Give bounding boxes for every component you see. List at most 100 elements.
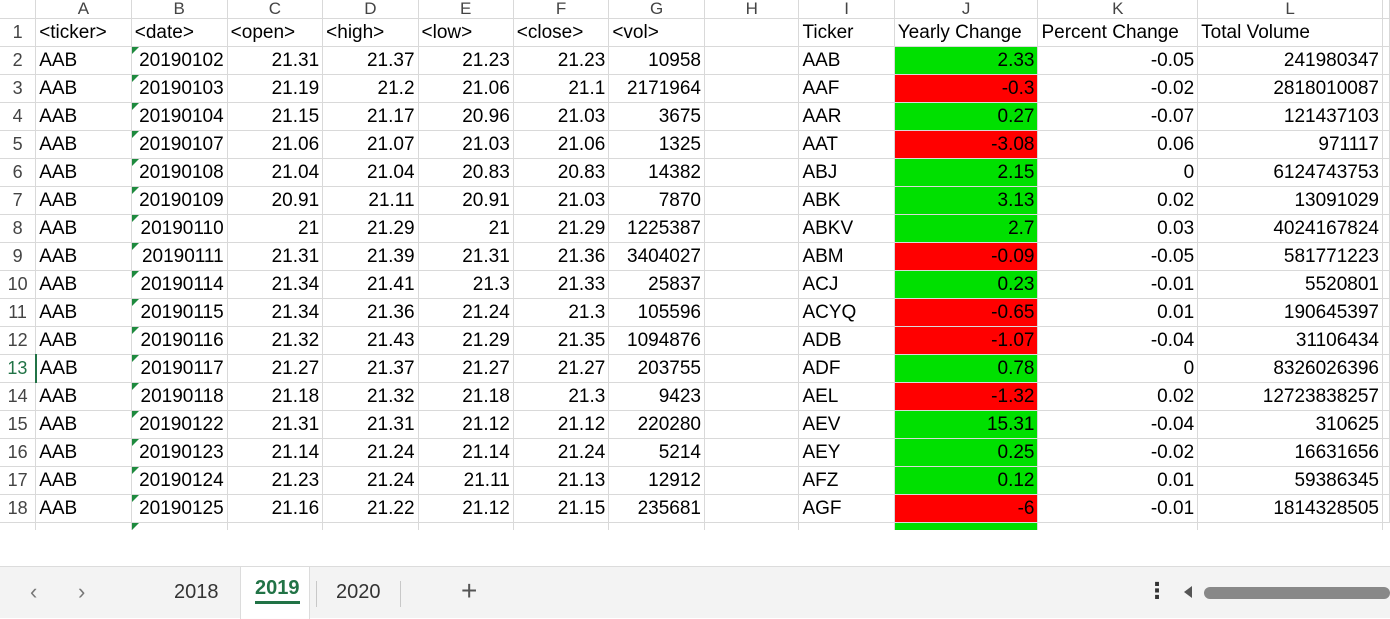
total-volume-cell[interactable]: 121437103 (1197, 102, 1383, 131)
open-cell[interactable]: 21.32 (226, 326, 324, 355)
total-volume-cell[interactable]: 241980347 (1197, 46, 1383, 75)
percent-change-cell[interactable]: 0.03 (1037, 214, 1199, 243)
percent-change-cell[interactable]: 0.02 (1037, 186, 1199, 215)
yearly-change-cell[interactable]: 3.13 (893, 186, 1039, 215)
date-cell[interactable]: 20190122 (130, 410, 228, 439)
low-cell[interactable]: 21.27 (417, 354, 514, 383)
low-cell[interactable]: 21.06 (417, 74, 514, 103)
close-cell[interactable]: 20.83 (512, 158, 610, 187)
empty-cell[interactable] (703, 186, 800, 215)
empty-cell[interactable] (703, 298, 800, 327)
select-all-corner[interactable] (0, 0, 37, 19)
open-cell[interactable]: 20.91 (226, 186, 324, 215)
total-volume-cell[interactable]: 8326026396 (1197, 354, 1383, 383)
open-cell[interactable]: 21.19 (226, 74, 324, 103)
chevron-right-icon[interactable]: › (78, 579, 86, 604)
percent-change-cell[interactable]: -0.05 (1037, 242, 1199, 271)
high-cell[interactable]: 21.32 (322, 382, 419, 411)
date-cell[interactable]: 20190109 (130, 186, 228, 215)
summary-ticker-cell[interactable]: ABKV (798, 214, 895, 243)
empty-cell[interactable] (1382, 242, 1390, 271)
empty-cell[interactable] (703, 382, 800, 411)
summary-ticker-cell[interactable]: AFZ (798, 466, 895, 495)
volume-cell[interactable]: 12912 (608, 466, 705, 495)
open-cell[interactable]: 21.06 (226, 130, 324, 159)
row-header[interactable]: 3 (0, 74, 37, 103)
open-cell[interactable]: 21.16 (226, 494, 324, 523)
summary-ticker-cell[interactable]: ABJ (798, 158, 895, 187)
ticker-cell[interactable]: AAB (35, 382, 132, 411)
percent-change-cell[interactable]: 0.01 (1037, 466, 1199, 495)
empty-cell[interactable] (703, 466, 800, 495)
row-header[interactable]: 8 (0, 214, 37, 243)
empty-cell[interactable] (1382, 382, 1390, 411)
high-cell[interactable]: 21.36 (322, 298, 419, 327)
total-volume-cell[interactable]: 6124743753 (1197, 158, 1383, 187)
yearly-change-cell[interactable]: 2.33 (893, 46, 1039, 75)
ticker-cell[interactable]: AAB (35, 466, 132, 495)
low-cell[interactable]: 21.14 (417, 438, 514, 467)
yearly-change-cell[interactable]: -0.3 (893, 74, 1039, 103)
percent-change-cell[interactable]: -0.02 (1037, 74, 1199, 103)
percent-change-cell[interactable]: 0 (1037, 158, 1199, 187)
open-cell[interactable]: 21 (226, 214, 324, 243)
row-header[interactable]: 6 (0, 158, 37, 187)
yearly-change-cell[interactable]: 2.7 (893, 214, 1039, 243)
close-cell[interactable]: 21.29 (512, 214, 610, 243)
ticker-cell[interactable]: AAB (35, 186, 132, 215)
yearly-change-cell[interactable]: 2.15 (893, 158, 1039, 187)
row-header[interactable]: 18 (0, 494, 37, 523)
summary-ticker-cell[interactable]: ADF (798, 354, 895, 383)
empty-cell[interactable] (703, 326, 800, 355)
scroll-left-arrow[interactable] (1184, 586, 1192, 598)
summary-ticker-cell[interactable]: AEL (798, 382, 895, 411)
date-cell[interactable]: 20190107 (130, 130, 228, 159)
open-cell[interactable]: 21.18 (226, 382, 324, 411)
row-header[interactable]: 9 (0, 242, 37, 271)
summary-ticker-cell[interactable]: AAR (798, 102, 895, 131)
volume-cell[interactable]: 3675 (608, 102, 705, 131)
yearly-change-cell[interactable]: 0.25 (893, 438, 1039, 467)
empty-cell[interactable] (1382, 270, 1390, 299)
summary-ticker-cell[interactable]: AGF (798, 494, 895, 523)
yearly-change-cell[interactable]: -1.32 (893, 382, 1039, 411)
header-cell[interactable]: <date> (130, 18, 228, 47)
empty-cell[interactable] (1382, 18, 1390, 47)
empty-cell[interactable] (703, 46, 800, 75)
total-volume-cell[interactable]: 31106434 (1197, 326, 1383, 355)
column-header-h[interactable]: H (703, 0, 800, 19)
total-volume-cell[interactable]: 13091029 (1197, 186, 1383, 215)
volume-cell[interactable]: 9423 (608, 382, 705, 411)
high-cell[interactable]: 21.17 (322, 102, 419, 131)
close-cell[interactable]: 21.27 (512, 354, 610, 383)
total-volume-cell[interactable]: 581771223 (1197, 242, 1383, 271)
percent-change-cell[interactable]: -0.05 (1037, 46, 1199, 75)
date-cell[interactable]: 20190118 (130, 382, 228, 411)
total-volume-cell[interactable]: 12723838257 (1197, 382, 1383, 411)
low-cell[interactable]: 21.11 (417, 466, 514, 495)
empty-cell[interactable] (1382, 102, 1390, 131)
empty-cell[interactable] (703, 354, 800, 383)
high-cell[interactable]: 21.41 (322, 270, 419, 299)
empty-cell[interactable] (703, 214, 800, 243)
empty-cell[interactable] (1382, 494, 1390, 523)
empty-cell[interactable] (1382, 46, 1390, 75)
row-header[interactable]: 14 (0, 382, 37, 411)
open-cell[interactable]: 21.27 (226, 354, 324, 383)
date-cell[interactable]: 20190125 (130, 494, 228, 523)
percent-change-cell[interactable]: -0.04 (1037, 326, 1199, 355)
high-cell[interactable]: 21.29 (322, 214, 419, 243)
volume-cell[interactable]: 235681 (608, 494, 705, 523)
date-cell[interactable]: 20190111 (130, 242, 228, 271)
summary-ticker-cell[interactable]: ADB (798, 326, 895, 355)
empty-cell[interactable] (703, 158, 800, 187)
row-header[interactable]: 7 (0, 186, 37, 215)
close-cell[interactable]: 21.3 (512, 298, 610, 327)
column-header-j[interactable]: J (893, 0, 1039, 19)
summary-ticker-cell[interactable]: ACJ (798, 270, 895, 299)
total-volume-cell[interactable]: 5520801 (1197, 270, 1383, 299)
low-cell[interactable]: 21.3 (417, 270, 514, 299)
date-cell[interactable]: 20190104 (130, 102, 228, 131)
row-header[interactable]: 15 (0, 410, 37, 439)
column-header-g[interactable]: G (608, 0, 705, 19)
